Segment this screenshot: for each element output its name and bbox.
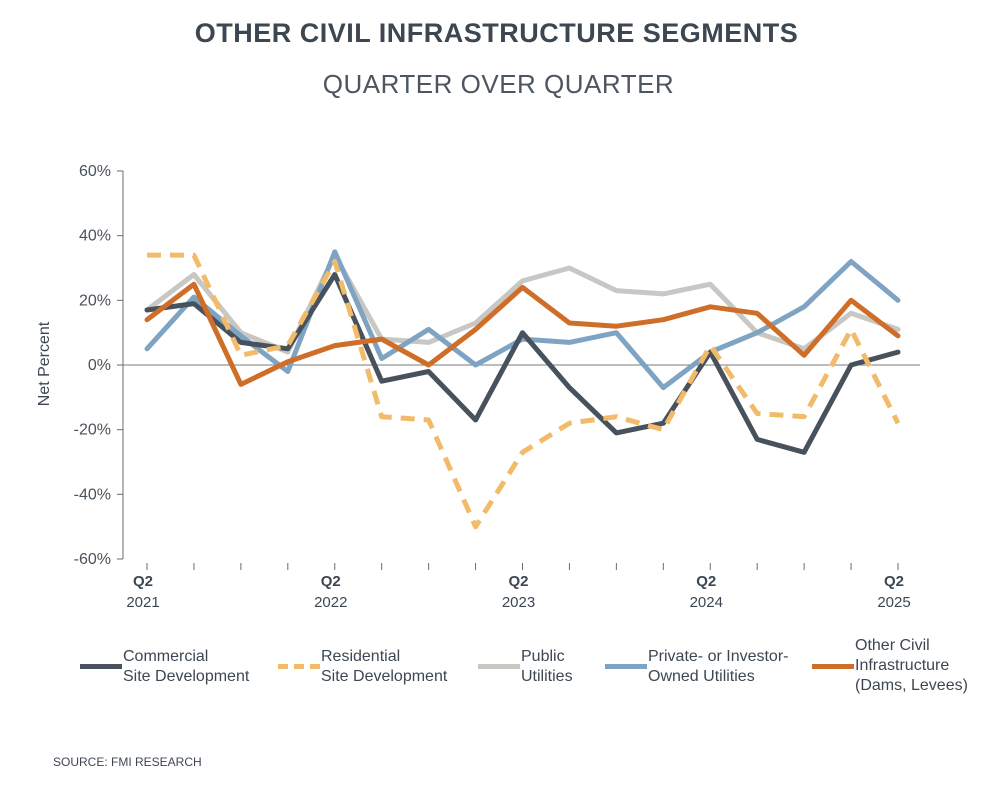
x-tick-year: 2024 bbox=[690, 594, 723, 611]
chart-title: OTHER CIVIL INFRASTRUCTURE SEGMENTS bbox=[194, 18, 799, 48]
chart-subtitle: QUARTER OVER QUARTER bbox=[322, 69, 675, 99]
legend-label-line: Utilities bbox=[521, 668, 573, 685]
x-tick-quarter: Q2 bbox=[321, 573, 341, 590]
legend-swatch bbox=[278, 664, 320, 669]
x-tick-label: Q2 2023 bbox=[502, 573, 535, 611]
x-tick-label: Q2 2024 bbox=[690, 573, 723, 611]
source-note: SOURCE: FMI RESEARCH bbox=[53, 755, 202, 769]
legend-label: Commercial Site Development bbox=[123, 647, 249, 687]
chart-axes bbox=[117, 170, 920, 570]
x-tick-label: Q2 2021 bbox=[126, 573, 159, 611]
legend-label-line: Infrastructure bbox=[855, 657, 950, 674]
y-tick-label: -20% bbox=[74, 422, 111, 439]
x-tick-quarter: Q2 bbox=[696, 573, 716, 590]
legend-label-line: (Dams, Levees) bbox=[855, 677, 968, 694]
x-tick-year: 2022 bbox=[314, 594, 347, 611]
series-line-0 bbox=[144, 272, 901, 455]
legend-label: Other Civil Infrastructure (Dams, Levees) bbox=[855, 636, 968, 696]
y-tick-label: 0% bbox=[88, 357, 111, 374]
x-tick-label: Q2 2025 bbox=[877, 573, 910, 611]
x-tick-labels: Q2 2021 Q2 2022 Q2 2023 Q2 2024 Q2 2025 bbox=[126, 573, 910, 611]
legend-label-line: Site Development bbox=[321, 668, 448, 685]
legend-label-line: Owned Utilities bbox=[648, 668, 755, 685]
legend: Commercial Site Development Residential Sit… bbox=[0, 637, 1000, 700]
x-tick-quarter: Q2 bbox=[508, 573, 528, 590]
x-tick-year: 2021 bbox=[126, 594, 159, 611]
y-tick-label: -40% bbox=[74, 486, 111, 503]
legend-swatch bbox=[605, 664, 647, 669]
y-tick-label: -60% bbox=[74, 551, 111, 568]
y-tick-labels: 60% 40% 20% 0% -20% -40% -60% bbox=[74, 163, 111, 568]
x-tick-quarter: Q2 bbox=[884, 573, 904, 590]
legend-label: Private- or Investor- Owned Utilities bbox=[648, 647, 788, 687]
series-lines bbox=[144, 249, 901, 530]
legend-swatch bbox=[478, 664, 520, 669]
legend-label: Public Utilities bbox=[521, 647, 573, 687]
x-tick-quarter: Q2 bbox=[133, 573, 153, 590]
legend-swatch bbox=[812, 664, 854, 669]
legend-label-line: Residential bbox=[321, 648, 401, 665]
legend-label: Residential Site Development bbox=[321, 647, 447, 687]
x-tick-year: 2023 bbox=[502, 594, 535, 611]
legend-label-line: Other Civil bbox=[855, 637, 930, 654]
series-line-3 bbox=[144, 249, 901, 391]
y-tick-label: 40% bbox=[79, 228, 111, 245]
y-tick-label: 60% bbox=[79, 163, 111, 180]
x-tick-year: 2025 bbox=[877, 594, 910, 611]
series-line-4 bbox=[144, 281, 901, 387]
y-axis-label: Net Percent bbox=[36, 321, 53, 406]
legend-swatch bbox=[80, 664, 122, 669]
y-tick-label: 20% bbox=[79, 292, 111, 309]
legend-label-line: Commercial bbox=[123, 648, 209, 665]
legend-label-line: Public bbox=[521, 648, 565, 665]
legend-label-line: Site Development bbox=[123, 668, 250, 685]
legend-label-line: Private- or Investor- bbox=[648, 648, 789, 665]
line-chart: 60% 40% 20% 0% -20% -40% -60% Q2 2021 Q2 2022 Q2 20… bbox=[36, 163, 920, 611]
x-tick-label: Q2 2022 bbox=[314, 573, 347, 611]
series-line-1 bbox=[147, 252, 901, 530]
